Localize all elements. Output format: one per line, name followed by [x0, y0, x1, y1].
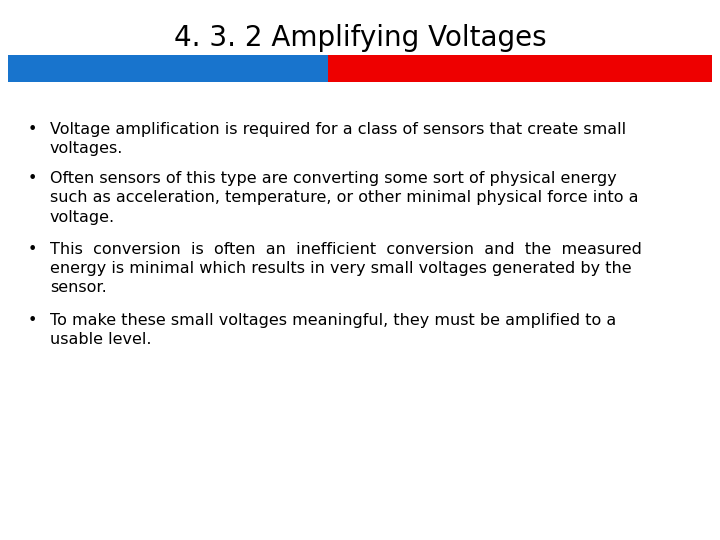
Text: Voltage amplification is required for a class of sensors that create small
volta: Voltage amplification is required for a …	[50, 122, 626, 156]
Text: Often sensors of this type are converting some sort of physical energy
such as a: Often sensors of this type are convertin…	[50, 171, 639, 225]
Text: •: •	[28, 171, 37, 186]
Text: •: •	[28, 122, 37, 137]
Text: 4. 3. 2 Amplifying Voltages: 4. 3. 2 Amplifying Voltages	[174, 24, 546, 52]
Bar	[328, 55, 712, 82]
Text: To make these small voltages meaningful, they must be amplified to a
usable leve: To make these small voltages meaningful,…	[50, 313, 616, 347]
Bar	[8, 55, 328, 82]
Text: •: •	[28, 313, 37, 328]
Text: This  conversion  is  often  an  inefficient  conversion  and  the  measured
ene: This conversion is often an inefficient …	[50, 242, 642, 295]
Text: •: •	[28, 242, 37, 257]
